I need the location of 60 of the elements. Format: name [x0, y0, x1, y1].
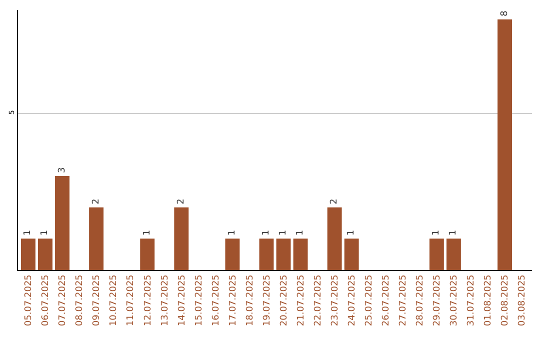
x-tick-label: 16.07.2025	[211, 274, 222, 326]
bar	[327, 207, 342, 270]
bar	[225, 238, 240, 270]
bar	[276, 238, 291, 270]
bar	[498, 19, 512, 270]
x-tick-label: 26.07.2025	[382, 274, 392, 326]
x-tick-label: 01.08.2025	[484, 274, 494, 326]
data-label: 1	[227, 230, 238, 236]
x-tick-label: 15.07.2025	[194, 274, 204, 326]
x-tick-label: 30.07.2025	[450, 274, 460, 326]
data-label: 1	[448, 230, 459, 236]
x-tick-label: 07.07.2025	[58, 274, 68, 326]
x-tick-label: 11.07.2025	[126, 274, 136, 326]
data-label: 1	[432, 230, 442, 236]
x-tick-label: 24.07.2025	[348, 274, 358, 326]
x-tick-label: 20.07.2025	[279, 274, 290, 326]
x-tick-label: 31.07.2025	[466, 274, 477, 326]
bar	[38, 238, 52, 270]
x-tick-label: 29.07.2025	[432, 274, 443, 326]
x-tick-label: 05.07.2025	[24, 274, 34, 326]
x-tick-label: 09.07.2025	[92, 274, 102, 326]
data-label: 1	[346, 230, 357, 236]
data-label: 3	[57, 167, 68, 174]
data-label: 1	[296, 230, 306, 236]
bar	[259, 238, 274, 270]
data-label: 2	[330, 198, 340, 204]
data-label: 1	[23, 230, 34, 236]
x-tick-label: 08.07.2025	[75, 274, 86, 326]
data-label: 2	[176, 198, 186, 204]
bar	[89, 207, 104, 270]
data-label: 1	[142, 230, 152, 236]
x-tick-label: 12.07.2025	[143, 274, 154, 326]
data-label: 1	[261, 230, 272, 236]
x-tick-label: 17.07.2025	[228, 274, 238, 326]
bar	[429, 238, 444, 270]
data-label: 2	[91, 198, 102, 204]
bar	[174, 207, 189, 270]
bar	[344, 238, 359, 270]
x-tick-label: 21.07.2025	[296, 274, 306, 326]
x-tick-label: 23.07.2025	[330, 274, 340, 326]
bar	[140, 238, 155, 270]
x-tick-label: 06.07.2025	[41, 274, 52, 326]
x-tick-label: 25.07.2025	[364, 274, 375, 326]
x-tick-label: 28.07.2025	[416, 274, 426, 326]
x-tick-label: 14.07.2025	[177, 274, 188, 326]
x-tick-label: 22.07.2025	[313, 274, 324, 326]
data-label: 8	[500, 10, 510, 16]
bar	[293, 238, 308, 270]
x-tick-label: 03.08.2025	[518, 274, 528, 326]
x-tick-label: 18.07.2025	[245, 274, 256, 326]
x-tick-label: 13.07.2025	[160, 274, 170, 326]
bar	[20, 238, 36, 270]
bar	[55, 176, 70, 270]
data-label: 1	[40, 230, 50, 236]
x-tick-label: 27.07.2025	[398, 274, 409, 326]
x-tick-label: 02.08.2025	[500, 274, 511, 326]
x-tick-label: 10.07.2025	[109, 274, 120, 326]
x-tick-label: 19.07.2025	[262, 274, 272, 326]
data-label: 1	[278, 230, 289, 236]
bar	[446, 238, 461, 270]
